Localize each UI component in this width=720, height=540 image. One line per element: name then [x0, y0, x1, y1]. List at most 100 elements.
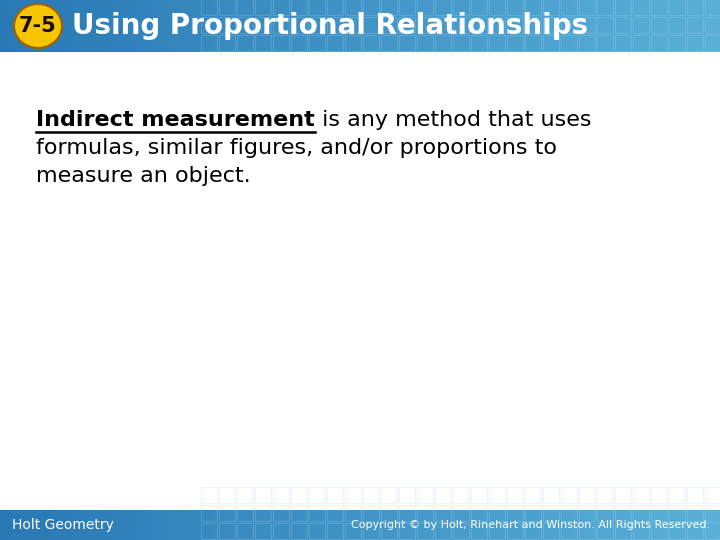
- Bar: [666, 510, 670, 540]
- Bar: [669, 523, 685, 539]
- Bar: [104, 510, 108, 540]
- Bar: [255, 0, 271, 15]
- Bar: [652, 0, 655, 52]
- Bar: [7, 510, 11, 540]
- Bar: [669, 0, 685, 15]
- Bar: [43, 0, 47, 52]
- Bar: [158, 0, 162, 52]
- Bar: [471, 35, 487, 51]
- Bar: [633, 17, 649, 33]
- Bar: [659, 0, 662, 52]
- Bar: [86, 0, 90, 52]
- Bar: [72, 0, 76, 52]
- Bar: [360, 0, 364, 52]
- Bar: [475, 510, 479, 540]
- Bar: [691, 0, 695, 52]
- Bar: [65, 0, 68, 52]
- Bar: [490, 0, 493, 52]
- Bar: [76, 510, 79, 540]
- Bar: [310, 0, 313, 52]
- Bar: [201, 505, 217, 521]
- Bar: [525, 35, 541, 51]
- Bar: [40, 510, 43, 540]
- Bar: [705, 35, 720, 51]
- Bar: [219, 505, 235, 521]
- Bar: [428, 510, 432, 540]
- Bar: [90, 510, 94, 540]
- Bar: [695, 0, 698, 52]
- Bar: [436, 0, 439, 52]
- Bar: [158, 510, 162, 540]
- Bar: [216, 0, 220, 52]
- Bar: [367, 510, 371, 540]
- Bar: [252, 0, 256, 52]
- Bar: [144, 510, 148, 540]
- Bar: [363, 35, 379, 51]
- Bar: [457, 510, 461, 540]
- Bar: [489, 35, 505, 51]
- Bar: [453, 35, 469, 51]
- Bar: [497, 0, 500, 52]
- Bar: [525, 505, 541, 521]
- Bar: [435, 505, 451, 521]
- Bar: [36, 510, 40, 540]
- Bar: [471, 0, 487, 15]
- Bar: [529, 0, 533, 52]
- Bar: [687, 523, 703, 539]
- Bar: [399, 487, 415, 503]
- Bar: [551, 0, 554, 52]
- Bar: [594, 0, 598, 52]
- Bar: [670, 510, 673, 540]
- Bar: [349, 0, 353, 52]
- Bar: [580, 510, 583, 540]
- Bar: [288, 510, 292, 540]
- Bar: [94, 0, 97, 52]
- Bar: [291, 35, 307, 51]
- Bar: [227, 0, 230, 52]
- Bar: [238, 510, 241, 540]
- Bar: [381, 523, 397, 539]
- Bar: [482, 0, 486, 52]
- Bar: [651, 0, 667, 15]
- Bar: [381, 487, 397, 503]
- Bar: [180, 0, 184, 52]
- Bar: [86, 510, 90, 540]
- Bar: [97, 510, 101, 540]
- Bar: [597, 35, 613, 51]
- Bar: [94, 510, 97, 540]
- Bar: [360, 510, 364, 540]
- Bar: [436, 510, 439, 540]
- Bar: [392, 510, 396, 540]
- Bar: [335, 510, 338, 540]
- Bar: [155, 510, 158, 540]
- Bar: [648, 510, 652, 540]
- Bar: [590, 0, 594, 52]
- Bar: [18, 0, 22, 52]
- Bar: [270, 0, 274, 52]
- Bar: [662, 0, 666, 52]
- Bar: [453, 505, 469, 521]
- Bar: [417, 505, 433, 521]
- Bar: [446, 510, 450, 540]
- Bar: [410, 0, 414, 52]
- Bar: [706, 0, 709, 52]
- Bar: [292, 0, 295, 52]
- Bar: [439, 510, 443, 540]
- Bar: [169, 510, 173, 540]
- Bar: [583, 0, 587, 52]
- Bar: [533, 510, 536, 540]
- Bar: [353, 510, 356, 540]
- Bar: [14, 0, 18, 52]
- Bar: [220, 510, 223, 540]
- Bar: [587, 510, 590, 540]
- Bar: [446, 0, 450, 52]
- Bar: [554, 510, 558, 540]
- Bar: [54, 0, 58, 52]
- Bar: [615, 17, 631, 33]
- Bar: [598, 0, 601, 52]
- Bar: [216, 510, 220, 540]
- Bar: [522, 0, 526, 52]
- Bar: [126, 510, 130, 540]
- Bar: [115, 510, 119, 540]
- Bar: [525, 17, 541, 33]
